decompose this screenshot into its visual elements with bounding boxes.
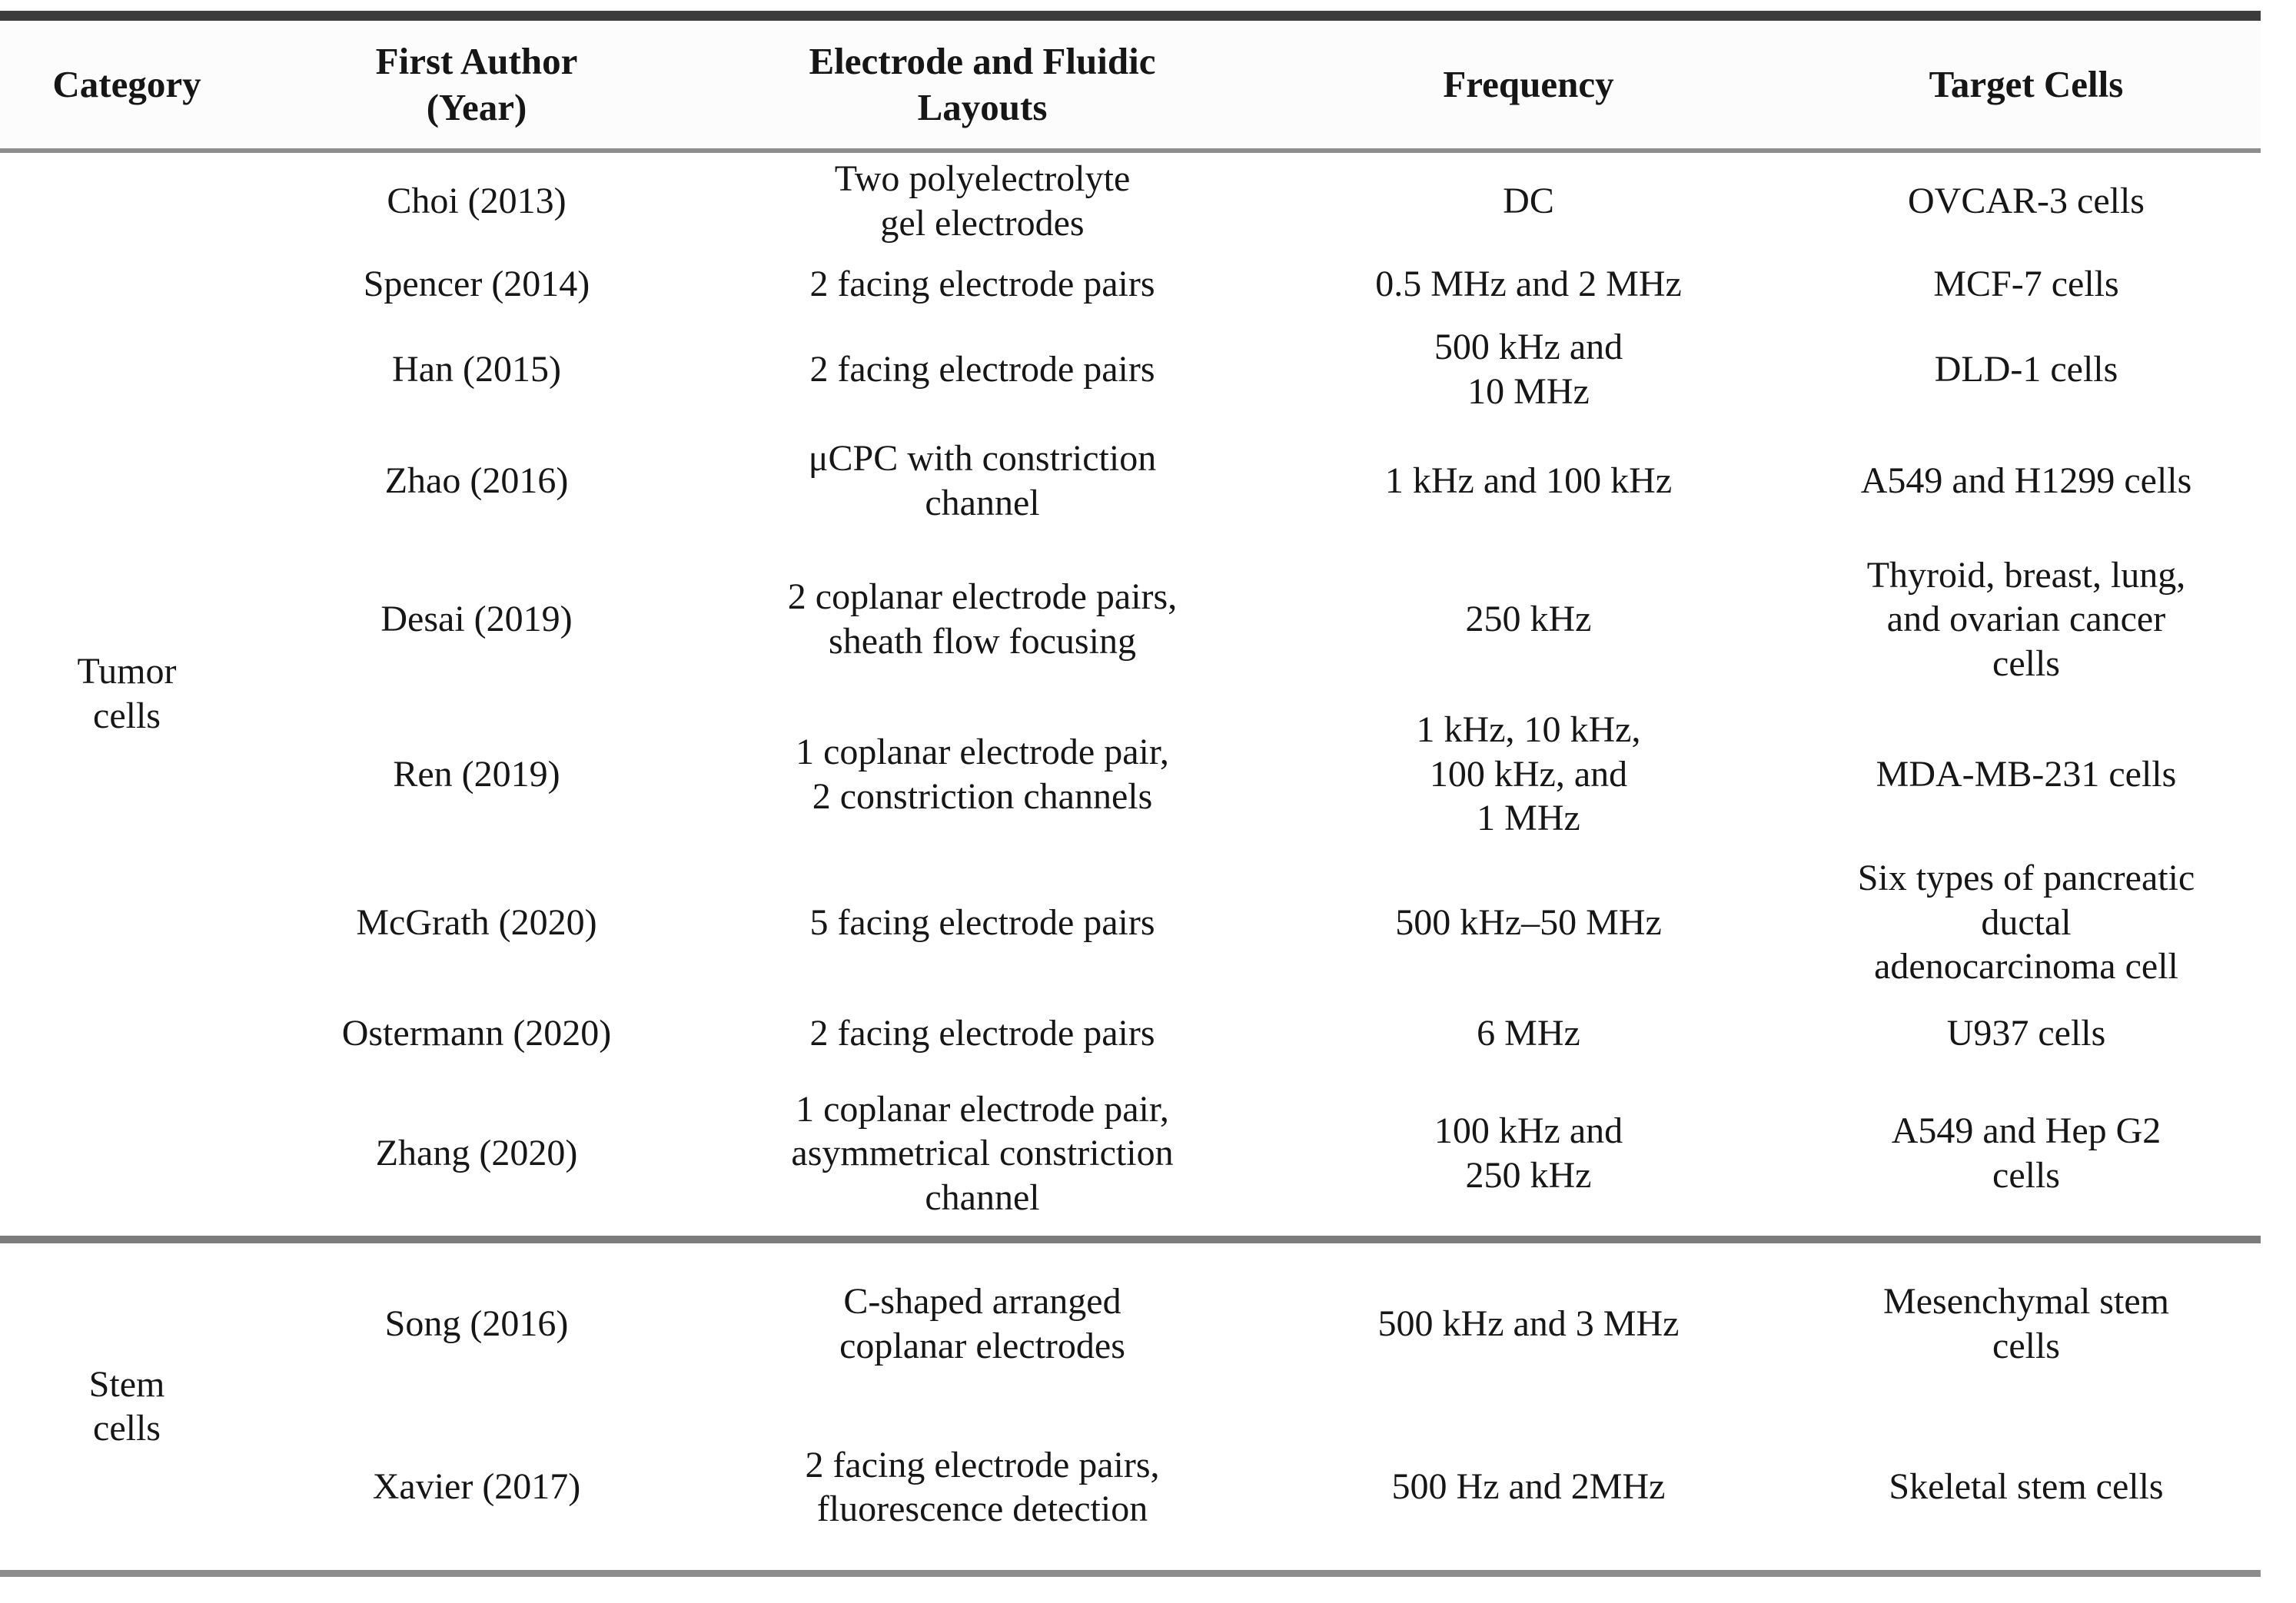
section-stem-cells: Stem cells Song (2016) C-shaped arranged… bbox=[0, 1239, 2261, 1574]
cell-target: U937 cells bbox=[1946, 1012, 2106, 1054]
cell-author: Desai (2019) bbox=[380, 599, 573, 640]
category-cell-tumor: Tumor cells bbox=[77, 651, 177, 736]
table-row: Zhang (2020) 1 coplanar electrode pair, … bbox=[0, 1072, 2261, 1240]
cell-author: Spencer (2014) bbox=[363, 263, 590, 304]
cell-frequency: 1 kHz and 100 kHz bbox=[1384, 460, 1673, 502]
cell-author: Xavier (2017) bbox=[372, 1466, 581, 1508]
cell-frequency: 6 MHz bbox=[1477, 1012, 1580, 1054]
cell-layout: C-shaped arranged coplanar electrodes bbox=[839, 1280, 1125, 1366]
cell-frequency: 500 kHz and 10 MHz bbox=[1434, 327, 1623, 412]
table-row: Tumor cells Choi (2013) Two polyelectrol… bbox=[0, 151, 2261, 736]
table-row: Stem cells Song (2016) C-shaped arranged… bbox=[0, 1240, 2261, 1449]
cell-frequency: 500 kHz and 3 MHz bbox=[1377, 1303, 1680, 1344]
cell-frequency: 0.5 MHz and 2 MHz bbox=[1375, 263, 1682, 304]
table-row: Han (2015) 2 facing electrode pairs 500 … bbox=[0, 318, 2261, 422]
cell-frequency: 250 kHz bbox=[1465, 599, 1592, 640]
col-header-target: Target Cells bbox=[1792, 15, 2261, 153]
cell-layout: 1 coplanar electrode pair, asymmetrical … bbox=[791, 1088, 1174, 1218]
cell-layout: 2 facing electrode pairs bbox=[809, 263, 1155, 304]
cell-frequency: DC bbox=[1503, 181, 1554, 222]
col-header-author: First Author (Year) bbox=[254, 15, 699, 153]
col-header-layout: Electrode and Fluidic Layouts bbox=[699, 15, 1265, 153]
impedance-cytometry-studies-table: Category First Author (Year) Electrode a… bbox=[0, 11, 2261, 1577]
cell-target: Skeletal stem cells bbox=[1889, 1466, 2164, 1508]
table-row: Spencer (2014) 2 facing electrode pairs … bbox=[0, 251, 2261, 318]
cell-frequency: 500 Hz and 2MHz bbox=[1391, 1466, 1666, 1508]
cell-layout: 1 coplanar electrode pair, 2 constrictio… bbox=[796, 731, 1169, 817]
cell-author: McGrath (2020) bbox=[356, 901, 597, 943]
cell-author: Choi (2013) bbox=[387, 181, 567, 222]
table-row: Zhao (2016) μCPC with constriction chann… bbox=[0, 422, 2261, 541]
cell-target: DLD-1 cells bbox=[1934, 349, 2118, 390]
cell-target: Six types of pancreatic ductal adenocarc… bbox=[1857, 858, 2195, 987]
cell-author: Song (2016) bbox=[384, 1303, 569, 1344]
table-row: Xavier (2017) 2 facing electrode pairs, … bbox=[0, 1405, 2261, 1574]
cell-target: OVCAR-3 cells bbox=[1908, 181, 2145, 222]
cell-author: Ren (2019) bbox=[393, 753, 560, 795]
cell-target: Thyroid, breast, lung, and ovarian cance… bbox=[1866, 554, 2186, 684]
section-tumor-cells: Tumor cells Choi (2013) Two polyelectrol… bbox=[0, 151, 2261, 1240]
cell-layout: 2 facing electrode pairs bbox=[809, 1012, 1155, 1054]
cell-author: Zhao (2016) bbox=[384, 460, 569, 502]
cell-layout: μCPC with constriction channel bbox=[808, 438, 1157, 523]
table-header: Category First Author (Year) Electrode a… bbox=[0, 15, 2261, 153]
category-cell-stem: Stem cells bbox=[88, 1363, 165, 1449]
cell-layout: Two polyelectrolyte gel electrodes bbox=[834, 158, 1131, 244]
cell-frequency: 1 kHz, 10 kHz, 100 kHz, and 1 MHz bbox=[1416, 709, 1641, 839]
cell-target: A549 and H1299 cells bbox=[1860, 460, 2192, 502]
cell-target: MCF-7 cells bbox=[1933, 263, 2119, 304]
cell-author: Zhang (2020) bbox=[375, 1133, 578, 1174]
header-row: Category First Author (Year) Electrode a… bbox=[0, 15, 2261, 153]
cell-layout: 2 facing electrode pairs, fluorescence d… bbox=[805, 1444, 1160, 1530]
cell-frequency: 100 kHz and 250 kHz bbox=[1434, 1110, 1623, 1196]
cell-frequency: 500 kHz–50 MHz bbox=[1395, 901, 1662, 943]
cell-target: MDA-MB-231 cells bbox=[1876, 753, 2177, 795]
cell-layout: 5 facing electrode pairs bbox=[809, 901, 1155, 943]
cell-target: Mesenchymal stem cells bbox=[1883, 1280, 2169, 1366]
col-header-category: Category bbox=[0, 15, 254, 153]
table-row: Ren (2019) 1 coplanar electrode pair, 2 … bbox=[0, 699, 2261, 851]
table-row: Ostermann (2020) 2 facing electrode pair… bbox=[0, 995, 2261, 1072]
cell-layout: 2 coplanar electrode pairs, sheath flow … bbox=[787, 576, 1178, 662]
cell-author: Ostermann (2020) bbox=[341, 1012, 612, 1054]
table-row: McGrath (2020) 5 facing electrode pairs … bbox=[0, 851, 2261, 995]
table-row: Desai (2019) 2 coplanar electrode pairs,… bbox=[0, 541, 2261, 699]
col-header-frequency: Frequency bbox=[1265, 15, 1792, 153]
cell-layout: 2 facing electrode pairs bbox=[809, 349, 1155, 390]
cell-target: A549 and Hep G2 cells bbox=[1891, 1110, 2161, 1196]
cell-author: Han (2015) bbox=[392, 349, 561, 390]
